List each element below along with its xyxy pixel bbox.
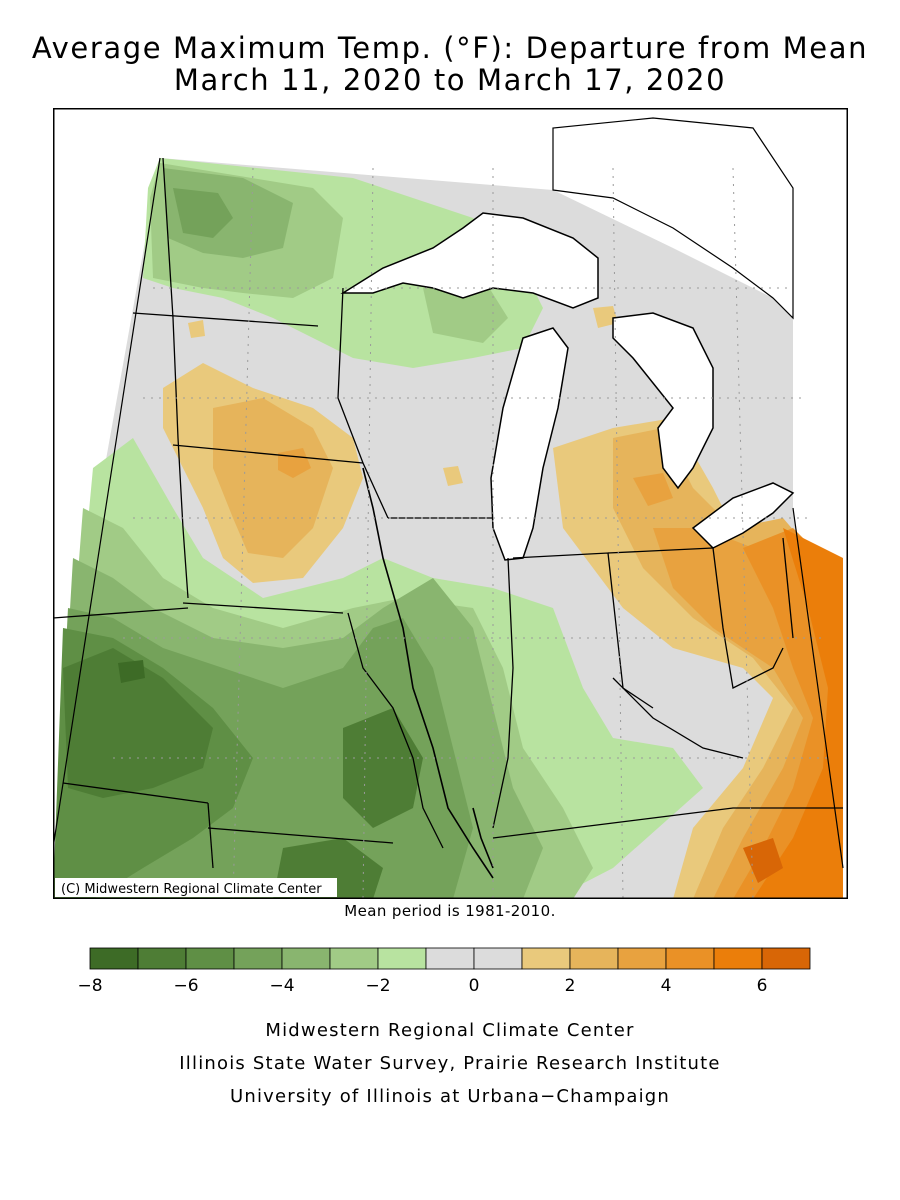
map-title: Average Maximum Temp. (°F): Departure fr… (31, 31, 869, 65)
legend-bin-1 (137, 947, 187, 970)
legend-tick-label: 2 (565, 976, 576, 996)
lake-huron (612, 312, 714, 490)
legend-bin-3 (233, 947, 283, 970)
legend-bin-2 (185, 947, 235, 970)
state-boundaries (53, 157, 843, 869)
legend-bin-10 (569, 947, 619, 970)
legend-bin-8 (473, 947, 523, 970)
lake-superior (340, 212, 599, 309)
legend-bin-12 (665, 947, 715, 970)
color-legend: −8 −6 −4 −2 0 2 4 6 (77, 947, 811, 996)
contour-south-mid-green (343, 708, 423, 828)
legend-bin-11 (617, 947, 667, 970)
lake-michigan (490, 327, 569, 561)
region-outline-east (792, 507, 844, 869)
contour-north-dark-green (173, 188, 233, 238)
legend-bin-14 (761, 947, 811, 970)
legend-bin-5 (329, 947, 379, 970)
footer-line-3: University of Illinois at Urbana−Champai… (229, 1086, 671, 1107)
contour-east-orange-6 (743, 838, 783, 883)
contour-east-orange-5 (753, 528, 843, 899)
footer-line-2: Illinois State Water Survey, Prairie Res… (179, 1053, 721, 1074)
footer-line-1: Midwestern Regional Climate Center (265, 1020, 635, 1041)
legend-bin-7 (425, 947, 475, 970)
contour-small-orange-wi (443, 466, 463, 486)
major-rivers (362, 467, 494, 879)
legend-tick-label: −4 (269, 976, 294, 996)
legend-bin-13 (713, 947, 763, 970)
legend-bin-4 (281, 947, 331, 970)
copyright-box (55, 878, 337, 897)
legend-bin-9 (521, 947, 571, 970)
map-frame (53, 108, 848, 899)
contour-small-orange-north (188, 320, 205, 338)
temperature-departure-map: (C) Midwestern Regional Climate Center (53, 108, 848, 899)
legend-tick-label: −8 (77, 976, 102, 996)
legend-tick-label: 6 (757, 976, 768, 996)
legend-tick-label: 4 (661, 976, 672, 996)
contour-michigan-orange (633, 473, 673, 506)
lake-erie (691, 482, 795, 549)
contour-upper-peninsula-green (423, 278, 508, 343)
contour-southwest-green-5 (63, 648, 213, 798)
contour-southwest-green-6 (118, 660, 145, 683)
graticule (113, 167, 833, 899)
legend-bin-0 (89, 947, 139, 970)
legend-bin-6 (377, 947, 427, 970)
contour-small-orange-up (593, 306, 618, 328)
mean-period-note: Mean period is 1981-2010. (344, 902, 556, 920)
legend-tick-label: −6 (173, 976, 198, 996)
copyright-text: (C) Midwestern Regional Climate Center (61, 882, 322, 897)
legend-tick-label: −2 (365, 976, 390, 996)
map-subtitle: March 11, 2020 to March 17, 2020 (173, 63, 727, 97)
region-outline (53, 157, 161, 849)
legend-tick-label: 0 (469, 976, 480, 996)
